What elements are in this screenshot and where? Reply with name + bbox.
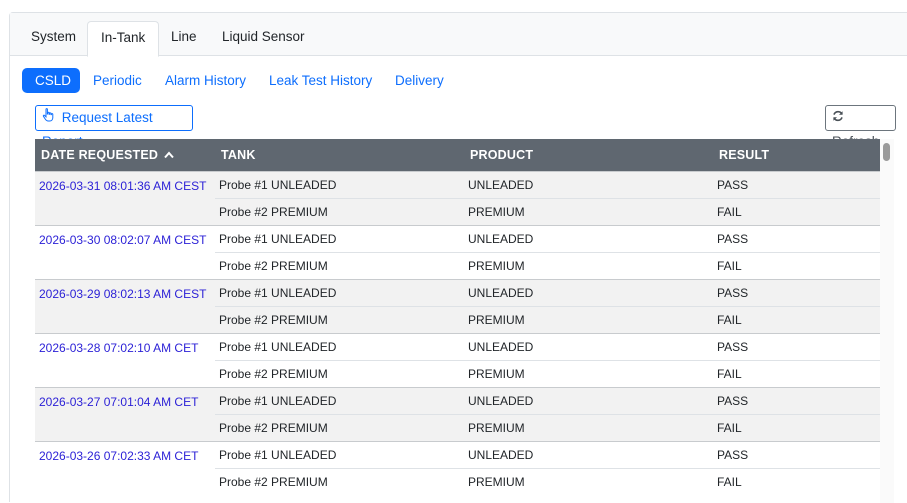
tank-cell: Probe #2 PREMIUM	[215, 360, 464, 388]
table-body: 2026-03-31 08:01:36 AM CEST Probe #1 UNLE…	[35, 171, 880, 496]
tab-liquid-sensor[interactable]: Liquid Sensor	[222, 29, 305, 44]
subtab-csld[interactable]: CSLD	[22, 68, 80, 93]
date-requested-link[interactable]: 2026-03-26 07:02:33 AM CET	[35, 441, 215, 496]
tank-cell: Probe #1 UNLEADED	[215, 279, 464, 307]
result-cell: FAIL	[713, 306, 880, 334]
in-tank-panel: System In-Tank Line Liquid Sensor CSLD P…	[9, 12, 907, 503]
subtab-leak-test-history[interactable]: Leak Test History	[269, 73, 373, 88]
table-scrollbar[interactable]	[880, 139, 894, 503]
product-cell: UNLEADED	[464, 279, 713, 307]
table-row: Probe #2 PREMIUM PREMIUM FAIL	[35, 414, 880, 442]
product-cell: UNLEADED	[464, 171, 713, 199]
subtab-periodic[interactable]: Periodic	[93, 73, 142, 88]
result-cell: PASS	[713, 279, 880, 307]
tab-in-tank[interactable]: In-Tank	[87, 21, 160, 57]
table-row: 2026-03-29 08:02:13 AM CEST Probe #1 UNLE…	[35, 279, 880, 334]
result-cell: FAIL	[713, 198, 880, 226]
product-cell: PREMIUM	[464, 360, 713, 388]
product-cell: UNLEADED	[464, 225, 713, 253]
product-cell: UNLEADED	[464, 333, 713, 361]
table-row: 2026-03-26 07:02:33 AM CET Probe #1 UNLEA…	[35, 441, 880, 496]
main-tab-bar: System In-Tank Line Liquid Sensor	[10, 13, 907, 57]
column-header-result: RESULT	[713, 139, 880, 172]
result-cell: PASS	[713, 225, 880, 253]
tank-cell: Probe #2 PREMIUM	[215, 468, 464, 496]
date-requested-link[interactable]: 2026-03-28 07:02:10 AM CET	[35, 333, 215, 388]
result-cell: FAIL	[713, 468, 880, 496]
tank-cell: Probe #2 PREMIUM	[215, 252, 464, 280]
column-header-date-requested[interactable]: DATE REQUESTED	[35, 139, 215, 172]
tank-cell: Probe #2 PREMIUM	[215, 198, 464, 226]
tab-system[interactable]: System	[31, 29, 77, 44]
table-row: Probe #2 PREMIUM PREMIUM FAIL	[35, 360, 880, 388]
request-latest-report-button[interactable]: Request Latest Report	[35, 105, 193, 149]
table-row: Probe #2 PREMIUM PREMIUM FAIL	[35, 198, 880, 226]
csld-results-table: DATE REQUESTED TANK PRODUCT RESULT 2026-…	[35, 139, 880, 496]
tank-cell: Probe #2 PREMIUM	[215, 414, 464, 442]
tank-cell: Probe #1 UNLEADED	[215, 333, 464, 361]
table-row: 2026-03-30 08:02:07 AM CEST Probe #1 UNLE…	[35, 225, 880, 280]
tank-cell: Probe #1 UNLEADED	[215, 387, 464, 415]
result-cell: PASS	[713, 333, 880, 361]
date-requested-link[interactable]: 2026-03-30 08:02:07 AM CEST	[35, 225, 215, 280]
hand-pointer-icon	[42, 106, 55, 130]
product-cell: PREMIUM	[464, 414, 713, 442]
table-row: Probe #2 PREMIUM PREMIUM FAIL	[35, 306, 880, 334]
product-cell: PREMIUM	[464, 198, 713, 226]
table-row: 2026-03-31 08:01:36 AM CEST Probe #1 UNLE…	[35, 171, 880, 226]
result-cell: PASS	[713, 441, 880, 469]
subtab-alarm-history[interactable]: Alarm History	[165, 73, 247, 88]
table-row: Probe #2 PREMIUM PREMIUM FAIL	[35, 252, 880, 280]
chevron-up-icon	[164, 148, 174, 162]
date-requested-link[interactable]: 2026-03-27 07:01:04 AM CET	[35, 387, 215, 442]
result-cell: PASS	[713, 171, 880, 199]
product-cell: UNLEADED	[464, 441, 713, 469]
table-header-row: DATE REQUESTED TANK PRODUCT RESULT	[35, 139, 880, 172]
tank-cell: Probe #1 UNLEADED	[215, 171, 464, 199]
product-cell: PREMIUM	[464, 306, 713, 334]
result-cell: PASS	[713, 387, 880, 415]
tab-line[interactable]: Line	[171, 29, 197, 44]
table-row: 2026-03-28 07:02:10 AM CET Probe #1 UNLEA…	[35, 333, 880, 388]
product-cell: PREMIUM	[464, 468, 713, 496]
column-header-product: PRODUCT	[464, 139, 713, 172]
table-scrollbar-thumb[interactable]	[883, 143, 890, 161]
table-row: 2026-03-27 07:01:04 AM CET Probe #1 UNLEA…	[35, 387, 880, 442]
product-cell: PREMIUM	[464, 252, 713, 280]
result-cell: FAIL	[713, 252, 880, 280]
product-cell: UNLEADED	[464, 387, 713, 415]
refresh-icon	[832, 106, 844, 130]
tank-cell: Probe #1 UNLEADED	[215, 441, 464, 469]
csld-table-container: DATE REQUESTED TANK PRODUCT RESULT 2026-…	[35, 139, 880, 503]
result-cell: FAIL	[713, 414, 880, 442]
tank-cell: Probe #2 PREMIUM	[215, 306, 464, 334]
result-cell: FAIL	[713, 360, 880, 388]
date-requested-link[interactable]: 2026-03-31 08:01:36 AM CEST	[35, 171, 215, 226]
tank-cell: Probe #1 UNLEADED	[215, 225, 464, 253]
column-header-tank: TANK	[215, 139, 464, 172]
date-requested-link[interactable]: 2026-03-29 08:02:13 AM CEST	[35, 279, 215, 334]
column-header-label: DATE REQUESTED	[41, 148, 159, 162]
subtab-delivery[interactable]: Delivery	[395, 73, 444, 88]
refresh-button[interactable]: Refresh	[825, 105, 896, 149]
table-row: Probe #2 PREMIUM PREMIUM FAIL	[35, 468, 880, 496]
